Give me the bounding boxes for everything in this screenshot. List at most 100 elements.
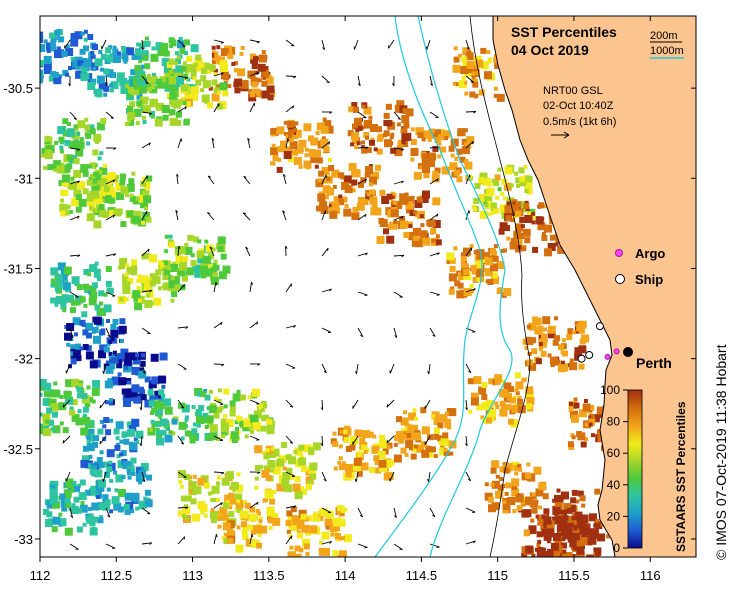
sst-pixel <box>98 462 105 468</box>
sst-pixel <box>86 440 91 445</box>
sst-pixel <box>271 161 276 166</box>
sst-pixel <box>229 410 236 417</box>
sst-pixel <box>234 507 239 512</box>
sst-pixel <box>104 499 111 506</box>
sst-pixel <box>35 33 39 37</box>
sst-pixel <box>249 91 256 98</box>
sst-pixel <box>538 505 542 510</box>
sst-pixel <box>104 471 109 476</box>
sst-pixel <box>129 352 137 361</box>
sst-pixel <box>72 59 81 68</box>
sst-pixel <box>394 104 403 113</box>
sst-pixel <box>223 413 227 418</box>
sst-pixel <box>64 183 69 188</box>
sst-pixel <box>371 445 380 454</box>
sst-pixel <box>58 518 67 527</box>
sst-pixel <box>79 504 88 513</box>
sst-pixel <box>119 318 126 325</box>
sst-pixel <box>89 360 98 369</box>
argo-marker <box>604 353 611 360</box>
sst-pixel <box>425 445 432 452</box>
sst-pixel <box>159 418 168 427</box>
sst-pixel <box>228 475 233 480</box>
current-vector-head <box>112 214 115 218</box>
sst-pixel <box>128 178 135 185</box>
current-vector <box>99 435 107 445</box>
current-vector-head <box>113 253 117 257</box>
argo-legend-icon <box>615 249 623 257</box>
sst-pixel <box>60 189 67 196</box>
sst-pixel <box>486 417 492 424</box>
sst-pixel <box>168 430 173 435</box>
sst-pixel <box>321 136 326 141</box>
current-vector-head <box>142 479 146 482</box>
sst-pixel <box>471 78 478 85</box>
sst-pixel <box>526 462 531 467</box>
sst-pixel <box>566 529 573 536</box>
sst-pixel <box>396 122 401 127</box>
sst-pixel <box>76 131 81 136</box>
sst-pixel <box>504 225 511 231</box>
sst-pixel <box>235 484 244 493</box>
sst-pixel <box>287 156 294 163</box>
sst-pixel <box>89 162 96 169</box>
sst-pixel <box>77 60 84 66</box>
sst-pixel <box>514 388 519 393</box>
current-vector <box>177 39 186 48</box>
sst-pixel <box>196 63 205 71</box>
sst-pixel <box>400 433 407 440</box>
sst-pixel <box>48 518 55 525</box>
current-vector <box>102 471 107 482</box>
sst-pixel <box>565 524 574 533</box>
sst-pixel <box>518 167 525 174</box>
current-vector <box>321 288 332 293</box>
sst-pixel <box>234 61 239 66</box>
sst-pixel <box>168 37 175 44</box>
sst-pixel <box>95 140 100 145</box>
sst-pixel <box>163 50 170 57</box>
current-vector <box>465 111 477 113</box>
sst-pixel <box>194 271 201 278</box>
sst-pixel <box>131 259 138 266</box>
sst-pixel <box>505 404 512 411</box>
sst-pixel <box>433 427 440 434</box>
current-vector <box>177 471 187 478</box>
sst-pixel <box>475 59 484 68</box>
current-vector <box>213 534 217 545</box>
sst-pixel <box>63 390 72 399</box>
sst-pixel <box>170 99 179 107</box>
sst-pixel <box>472 81 479 88</box>
sst-pixel <box>376 236 385 244</box>
sst-pixel <box>80 164 89 173</box>
current-vector <box>465 210 470 221</box>
sst-pixel <box>517 245 522 250</box>
sst-pixel <box>531 220 536 225</box>
sst-pixel <box>456 148 463 155</box>
current-vector <box>175 210 179 221</box>
sst-pixel <box>361 104 366 109</box>
sst-pixel <box>527 473 536 482</box>
colorbar <box>627 389 643 549</box>
current-vector-head <box>145 82 149 85</box>
sst-pixel <box>356 202 365 211</box>
current-vector <box>465 399 468 410</box>
sst-pixel <box>184 504 188 509</box>
sst-pixel <box>537 325 544 332</box>
sst-pixel <box>480 61 489 70</box>
sst-pixel <box>540 350 547 357</box>
sst-pixel <box>296 532 303 539</box>
sst-pixel <box>79 48 86 55</box>
sst-pixel <box>513 464 520 471</box>
sst-pixel <box>529 499 538 508</box>
sst-pixel <box>343 507 348 512</box>
sst-pixel <box>519 180 526 187</box>
sst-pixel <box>92 326 99 333</box>
sst-pixel <box>89 264 98 273</box>
sst-pixel <box>79 479 86 486</box>
sst-pixel <box>149 110 156 117</box>
sst-pixel <box>144 41 150 47</box>
sst-pixel <box>293 128 298 133</box>
sst-pixel <box>356 141 361 146</box>
sst-pixel <box>113 208 122 217</box>
sst-pixel <box>266 85 275 94</box>
